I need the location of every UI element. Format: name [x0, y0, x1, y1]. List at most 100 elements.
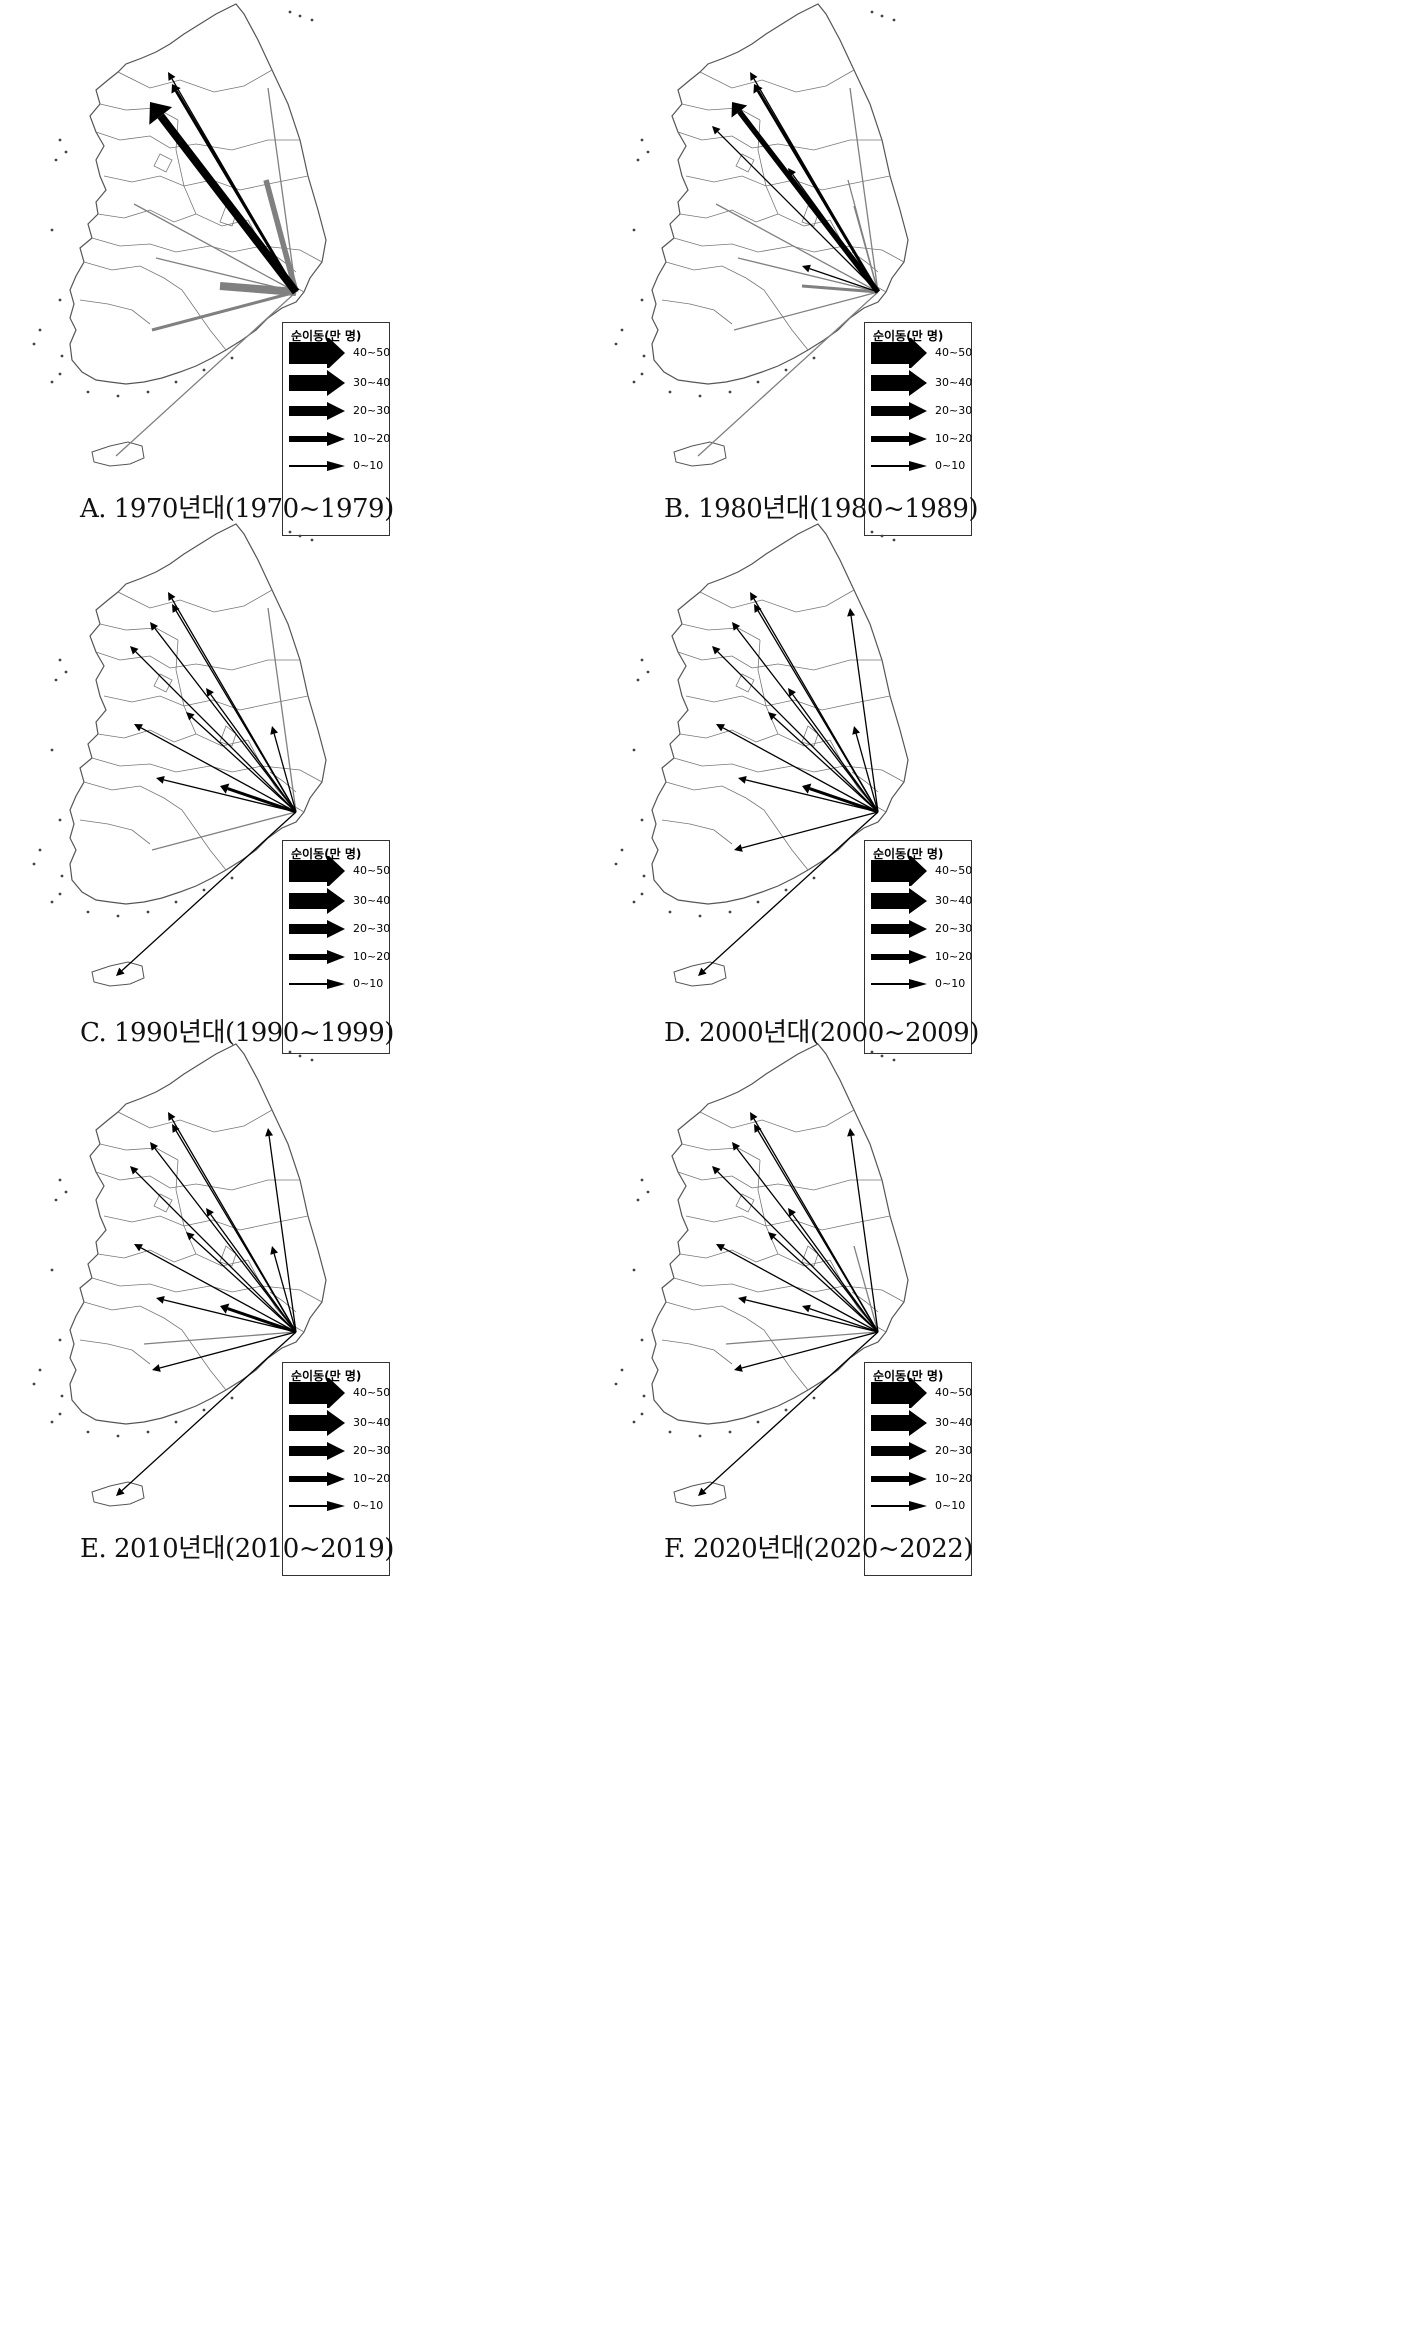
legend-title: 순이동(만 명)	[873, 329, 944, 343]
legend-arrow-icon	[289, 370, 345, 396]
province-boundary	[153, 673, 173, 693]
legend-item: 20~30	[869, 914, 973, 944]
flow-daejeon	[186, 1232, 297, 1333]
province-boundary	[83, 1301, 227, 1391]
island-dot	[86, 390, 90, 394]
province-boundary	[679, 209, 779, 223]
island-dot	[614, 862, 618, 866]
island-dot	[620, 848, 624, 852]
korea-map	[32, 3, 327, 467]
island-dot	[60, 1394, 64, 1398]
legend-arrow-icon	[871, 979, 927, 989]
legend-item: 0~10	[869, 451, 969, 481]
legend-arrow-icon	[871, 402, 927, 420]
island-dot	[174, 380, 178, 384]
province-boundary	[665, 261, 809, 351]
island-dot	[632, 748, 636, 752]
island-dot	[870, 530, 874, 534]
island-dot	[116, 914, 120, 918]
island-dot	[86, 1430, 90, 1434]
province-boundary	[679, 1249, 779, 1263]
legend-arrow-icon	[289, 920, 345, 938]
legend-label: 20~30	[935, 922, 973, 935]
province-boundary	[103, 1215, 309, 1231]
island-dot	[310, 1058, 314, 1062]
island-dot	[64, 670, 68, 674]
legend-item: 20~30	[869, 1436, 973, 1466]
province-boundary	[97, 1249, 197, 1263]
flow-jeju	[115, 291, 297, 457]
island-dot	[50, 748, 54, 752]
province-boundary	[117, 589, 273, 613]
province-boundary	[103, 695, 309, 711]
island-dot	[668, 1430, 672, 1434]
island-dot	[812, 1396, 816, 1400]
flow-jeonnam_w	[725, 1331, 879, 1345]
flow-chungnam	[716, 724, 879, 813]
legend-arrow-icon	[289, 950, 345, 964]
province-boundary	[97, 209, 197, 223]
province-boundary	[79, 299, 151, 325]
flow-seoul	[732, 1142, 879, 1333]
island-dot	[54, 1198, 58, 1202]
island-dot	[698, 1434, 702, 1438]
island-dot	[636, 1198, 640, 1202]
island-dot	[646, 1190, 650, 1194]
flow-gyeonggi	[754, 604, 879, 813]
legend-item: 20~30	[287, 914, 390, 944]
legend-label: 20~30	[935, 1444, 973, 1457]
island-dot	[64, 150, 68, 154]
island-dot	[812, 356, 816, 360]
flow-daejeon	[768, 712, 879, 813]
island-dot	[632, 1268, 636, 1272]
legend-arrow-icon	[289, 402, 345, 420]
island-dot	[812, 876, 816, 880]
flow-daegu	[852, 726, 879, 813]
island-dot	[60, 354, 64, 358]
island-dot	[50, 1268, 54, 1272]
legend-arrow-icon	[871, 1501, 927, 1511]
island-dot	[32, 862, 36, 866]
province-boundary	[801, 1245, 819, 1267]
legend: 순이동(만 명) 40~50 30~40 20~30 10~20 0~10	[864, 840, 972, 1054]
island-dot	[698, 394, 702, 398]
island-dot	[632, 380, 636, 384]
flow-jeju	[697, 291, 879, 457]
legend: 순이동(만 명) 40~50 30~40 20~30 10~20 0~10	[282, 840, 390, 1054]
legend-title: 순이동(만 명)	[873, 847, 944, 861]
legend-arrow-icon	[289, 888, 345, 914]
province-boundary	[97, 729, 197, 743]
legend-item: 40~50	[287, 1378, 390, 1408]
map-panel-d: 순이동(만 명) 40~50 30~40 20~30 10~20 0~10 D. 200…	[582, 520, 1182, 1280]
flow-seoul	[731, 102, 881, 294]
flow-daegu	[270, 726, 297, 813]
legend-item: 10~20	[869, 942, 972, 972]
flow-gangwon_n	[267, 87, 297, 293]
flow-jeonnam_w	[143, 1331, 297, 1345]
island-dot	[870, 1050, 874, 1054]
island-dot	[58, 1412, 62, 1416]
flow-daegu	[270, 1246, 297, 1333]
korea-map	[614, 523, 909, 987]
map-panel-b: 순이동(만 명) 40~50 30~40 20~30 10~20 0~10 B. 198…	[582, 0, 1182, 760]
island-dot	[38, 328, 42, 332]
legend-label: 10~20	[353, 1472, 391, 1485]
island-dot	[784, 368, 788, 372]
island-dot	[64, 1190, 68, 1194]
province-boundary	[757, 119, 831, 227]
flow-gangwon_n	[847, 608, 879, 813]
province-boundary	[79, 1339, 151, 1365]
province-boundary	[665, 1301, 809, 1391]
legend-title: 순이동(만 명)	[873, 1369, 944, 1383]
panel-caption: B. 1980년대(1980~1989)	[664, 494, 979, 524]
legend-item: 0~10	[287, 969, 387, 999]
flow-jeonnam	[734, 811, 879, 852]
island-dot	[50, 1420, 54, 1424]
flow-chungbuk	[206, 688, 297, 813]
legend-label: 40~50	[935, 1386, 973, 1399]
flow-incheon	[712, 646, 879, 813]
panel-caption: A. 1970년대(1970~1979)	[80, 494, 394, 524]
korea-map	[32, 523, 327, 987]
korea-map	[614, 1043, 909, 1507]
island-dot	[614, 342, 618, 346]
